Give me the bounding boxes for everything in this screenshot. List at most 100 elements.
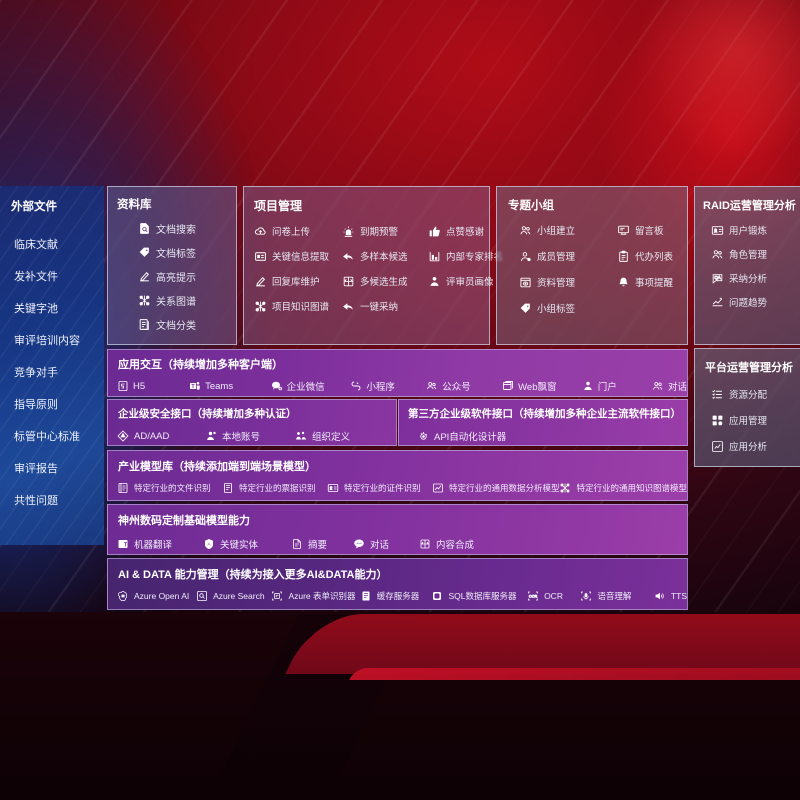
third-party-title: 第三方企业级软件接口（持续增加多种企业主流软件接口）	[408, 408, 681, 420]
sidebar-item-guidelines[interactable]: 指导原则	[14, 388, 104, 420]
model-item-knowledge-graph[interactable]: 特定行业的通用知识图谱模型	[559, 482, 687, 494]
library-item-highlight[interactable]: 高亮提示	[138, 269, 236, 284]
raid-item-adoption-analysis[interactable]: QA 采纳分析	[711, 271, 800, 285]
band-enterprise-security: 企业级安全接口（持续增加多种认证） AD/AAD 本地账号 组织定义	[107, 399, 397, 446]
sidebar-item-common-issues[interactable]: 共性问题	[14, 484, 104, 516]
model-item-data-analysis[interactable]: 特定行业的通用数据分析模型	[432, 482, 559, 494]
ai-item-speech-understanding[interactable]: 语音理解	[580, 590, 654, 602]
platform-item-resource-allocation[interactable]: 资源分配	[711, 387, 800, 401]
security-item-local-account[interactable]: 本地账号	[205, 429, 295, 443]
raid-item-issue-trend[interactable]: 问题趋势	[711, 295, 800, 309]
sidebar-item-clinical-literature[interactable]: 临床文献	[14, 228, 104, 260]
app-item-wecom[interactable]: 企业微信	[271, 379, 351, 393]
dcits-item-content-synthesis[interactable]: 内容合成	[419, 537, 474, 551]
sidebar-item-label: 竞争对手	[14, 367, 58, 379]
user-card-icon	[711, 224, 724, 237]
library-item-document-search[interactable]: 文档搜索	[138, 221, 236, 236]
dcits-item-label: 内容合成	[436, 540, 475, 551]
dcits-item-translate[interactable]: 文 机器翻译	[117, 537, 203, 551]
third-party-item-api-designer[interactable]: API自动化设计器	[417, 429, 506, 443]
sidebar-item-review-training[interactable]: 审评培训内容	[14, 324, 104, 356]
ocr-icon: OCR	[527, 590, 539, 602]
sidebar-item-review-report[interactable]: 审评报告	[14, 452, 104, 484]
project-item-reply-library[interactable]: 回复库维护	[254, 274, 342, 288]
band-dcits-base-model: 神州数码定制基础模型能力 文 机器翻译 A 关键实体 摘要 对话 内容合成	[107, 504, 688, 555]
sidebar-item-competitors[interactable]: 竞争对手	[14, 356, 104, 388]
project-item-multi-candidate[interactable]: 多候选生成	[342, 274, 428, 288]
group-item-message-board[interactable]: 留言板	[617, 223, 687, 237]
project-item-thanks[interactable]: 点赞感谢	[428, 224, 503, 238]
sidebar-list: 临床文献 发补文件 关键字池 审评培训内容 竞争对手 指导原则 标管中心标准 审…	[0, 228, 104, 516]
group-item-reminder[interactable]: 事项提醒	[617, 275, 687, 289]
app-item-label: 门户	[597, 382, 617, 393]
ai-item-cache-server[interactable]: 缓存服务器	[360, 590, 432, 602]
app-interaction-title: 应用交互（持续增加多种客户端）	[118, 359, 283, 371]
project-item-expert-rank[interactable]: 内部专家排名	[428, 249, 503, 263]
project-item-knowledge-graph[interactable]: 项目知识图谱	[254, 299, 342, 313]
app-item-teams[interactable]: Teams	[189, 380, 271, 392]
app-item-dialog[interactable]: 对话	[652, 379, 687, 393]
project-item-due-alert[interactable]: 到期预警	[342, 224, 428, 238]
group-item-create[interactable]: 小组建立	[519, 223, 617, 237]
sidebar-item-standards-center[interactable]: 标管中心标准	[14, 420, 104, 452]
group-item-group-tag[interactable]: 小组标签	[519, 301, 617, 315]
group-item-material-management[interactable]: 资料管理	[519, 275, 617, 289]
project-title: 项目管理	[254, 199, 303, 213]
raid-item-user-training[interactable]: 用户锻炼	[711, 223, 800, 237]
model-item-id-recognition[interactable]: 特定行业的证件识别	[327, 482, 432, 494]
platform-item-app-management[interactable]: 应用管理	[711, 413, 800, 427]
ai-item-label: OCR	[544, 591, 563, 601]
archive-box-icon	[519, 276, 532, 289]
background-shape-red-a	[285, 614, 800, 674]
svg-text:A: A	[207, 542, 210, 547]
raid-item-label: 问题趋势	[729, 298, 768, 309]
web-window-icon	[502, 380, 514, 392]
project-item-label: 关键信息提取	[272, 252, 330, 263]
ai-item-tts[interactable]: TTS	[654, 590, 687, 602]
ai-item-azure-open-ai[interactable]: Azure Open AI	[117, 590, 196, 602]
library-item-relation-graph[interactable]: 关系图谱	[138, 293, 236, 308]
platform-item-label: 资源分配	[729, 390, 768, 401]
security-item-ad-aad[interactable]: AD/AAD	[117, 430, 205, 442]
project-item-one-click-adopt[interactable]: 一键采纳	[342, 299, 428, 313]
ai-item-azure-search[interactable]: Azure Search	[196, 590, 271, 602]
sidebar-item-label: 标管中心标准	[14, 431, 80, 443]
sidebar-item-supplement-files[interactable]: 发补文件	[14, 260, 104, 292]
app-item-web-window[interactable]: Web飘窗	[502, 379, 582, 393]
platform-item-app-analysis[interactable]: 应用分析	[711, 439, 800, 453]
search-box-icon	[196, 590, 208, 602]
security-item-org-definition[interactable]: 组织定义	[295, 429, 350, 443]
project-item-key-info-extract[interactable]: 关键信息提取	[254, 249, 342, 263]
library-item-document-tag[interactable]: 文档标签	[138, 245, 236, 260]
project-item-questionnaire-upload[interactable]: 问卷上传	[254, 224, 342, 238]
project-item-reviewer-portrait[interactable]: 评审员画像	[428, 274, 503, 288]
panel-project-management: 项目管理 问卷上传 到期预警 点赞感谢 关键信息提取 多样本候选 内部专家排名	[243, 186, 503, 345]
app-item-portal[interactable]: 门户	[582, 379, 652, 393]
dcits-item-dialog[interactable]: 对话	[353, 537, 419, 551]
platform-item-label: 应用分析	[729, 442, 768, 453]
library-item-document-category[interactable]: 文档分类	[138, 317, 236, 332]
app-item-label: H5	[133, 380, 146, 392]
ai-item-form-recognizer[interactable]: Azure 表单识别器	[271, 590, 359, 602]
raid-item-role-management[interactable]: 角色管理	[711, 247, 800, 261]
dcits-item-summary[interactable]: 摘要	[291, 537, 353, 551]
app-item-h5[interactable]: H5	[117, 380, 189, 392]
group-item-todo-list[interactable]: 代办列表	[617, 249, 687, 263]
model-item-file-recognition[interactable]: 特定行业的文件识别	[117, 482, 222, 494]
model-item-invoice-recognition[interactable]: 特定行业的票据识别	[222, 482, 327, 494]
app-interaction-items: H5 Teams 企业微信 小程序 公众号 Web飘窗 门户 对	[117, 379, 687, 393]
people-group-icon	[711, 248, 724, 261]
project-item-multi-sample[interactable]: 多样本候选	[342, 249, 428, 263]
sidebar-item-keyword-pool[interactable]: 关键字池	[14, 292, 104, 324]
group-item-member-management[interactable]: 成员管理	[519, 249, 617, 263]
ai-item-sql-database[interactable]: SQL数据库服务器	[431, 590, 527, 602]
app-item-official-account[interactable]: 公众号	[426, 379, 502, 393]
sidebar-external-files: 外部文件 临床文献 发补文件 关键字池 审评培训内容 竞争对手 指导原则 标管中…	[0, 186, 104, 545]
tag-icon	[138, 246, 151, 259]
ai-item-ocr[interactable]: OCR OCR	[527, 590, 580, 602]
dcits-items: 文 机器翻译 A 关键实体 摘要 对话 内容合成	[117, 537, 687, 551]
ai-data-items: Azure Open AI Azure Search Azure 表单识别器 缓…	[117, 590, 687, 602]
group-item-label: 资料管理	[537, 278, 576, 289]
dcits-item-entity[interactable]: A 关键实体	[203, 537, 291, 551]
app-item-miniprogram[interactable]: 小程序	[350, 379, 426, 393]
